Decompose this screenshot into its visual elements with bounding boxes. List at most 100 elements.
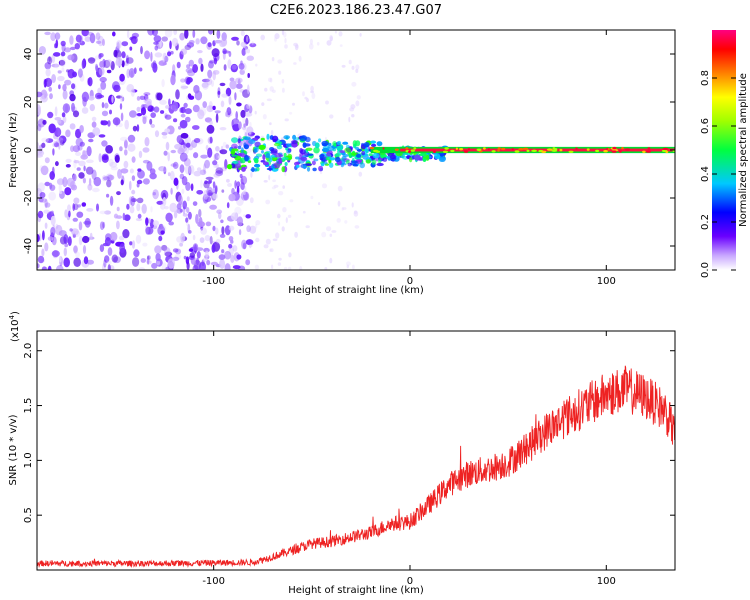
spectrogram-noise-cell — [223, 64, 227, 71]
spectrogram-noise-cell — [144, 50, 151, 60]
spectrogram-signal-cell — [352, 163, 358, 167]
spectrogram-x-tick-label: 100 — [597, 276, 616, 287]
spectrogram-noise-cell — [78, 172, 85, 179]
spectrogram-noise-cell — [37, 123, 42, 132]
spectrogram-signal-cell — [382, 157, 388, 162]
spectrogram-noise-cell — [197, 109, 205, 120]
snr-y-tick-label: 2.0 — [23, 343, 34, 359]
spectrogram-noise-cell — [128, 196, 133, 206]
spectrogram-noise-cell — [62, 115, 67, 123]
spectrogram-noise-cell — [181, 188, 185, 194]
spectrogram-carrier-cell — [575, 147, 578, 150]
spectrogram-signal-cell — [336, 140, 342, 146]
spectrogram-noise-cell — [183, 255, 187, 260]
spectrogram-noise-cell — [95, 32, 101, 40]
spectrogram-faint-cell — [355, 64, 360, 70]
spectrogram-noise-cell — [60, 40, 66, 47]
spectrogram-noise-cell — [228, 96, 232, 105]
spectrogram-noise-cell — [170, 163, 177, 167]
spectrogram-noise-cell — [83, 220, 92, 225]
spectrogram-signal-cell — [295, 156, 300, 160]
spectrogram-faint-cell — [337, 185, 343, 192]
spectrogram-noise-cell — [62, 176, 68, 188]
spectrogram-noise-cell — [159, 99, 167, 105]
spectrogram-y-tick-label: 0 — [23, 147, 34, 153]
spectrogram-noise-cell — [38, 46, 47, 55]
spectrogram-noise-cell — [211, 243, 216, 253]
snr-y-tick-label: 1.5 — [23, 398, 34, 414]
spectrogram-noise-cell — [234, 206, 242, 215]
spectrogram-noise-cell — [196, 251, 201, 259]
spectrogram-noise-cell — [37, 263, 40, 269]
spectrogram-noise-cell — [124, 119, 129, 130]
spectrogram-noise-cell — [107, 120, 111, 127]
spectrogram-noise-cell — [185, 256, 190, 265]
spectrogram-noise-cell — [173, 30, 178, 35]
spectrogram-noise-cell — [170, 74, 176, 86]
spectrogram-noise-cell — [180, 84, 187, 90]
spectrogram-noise-cell — [37, 107, 41, 116]
spectrogram-noise-cell — [77, 68, 83, 78]
spectrogram-noise-cell — [86, 259, 95, 265]
spectrogram-noise-cell — [220, 100, 225, 108]
spectrogram-noise-cell — [96, 40, 102, 44]
spectrogram-noise-cell — [227, 59, 232, 69]
spectrogram-noise-cell — [209, 120, 213, 125]
spectrogram-noise-cell — [179, 107, 184, 113]
spectrogram-noise-cell — [212, 225, 216, 232]
spectrogram-noise-cell — [207, 192, 213, 196]
spectrogram-noise-cell — [190, 183, 194, 191]
spectrogram-x-tick-label: 0 — [407, 276, 413, 287]
spectrogram-noise-cell — [188, 95, 195, 100]
spectrogram-carrier-cell — [487, 147, 490, 151]
spectrogram-noise-cell — [124, 139, 128, 149]
spectrogram-signal-cell — [351, 160, 358, 164]
spectrogram-noise-cell — [41, 142, 46, 148]
spectrogram-noise-cell — [195, 257, 200, 266]
spectrogram-noise-cell — [188, 230, 192, 234]
spectrogram-noise-cell — [231, 64, 237, 70]
spectrogram-noise-cell — [207, 69, 213, 79]
spectrogram-carrier-cell — [531, 149, 537, 152]
colorbar-tick-label: 0.0 — [700, 262, 711, 278]
spectrogram-noise-cell — [226, 202, 230, 209]
spectrogram-noise-cell — [169, 170, 175, 181]
spectrogram-noise-cell — [129, 110, 137, 118]
spectrogram-noise-cell — [246, 55, 254, 61]
spectrogram-noise-cell — [162, 52, 166, 63]
spectrogram-signal-cell — [261, 150, 264, 154]
spectrogram-faint-cell — [262, 114, 267, 120]
spectrogram-faint-cell — [255, 223, 258, 229]
spectrogram-signal-cell — [320, 162, 325, 167]
spectrogram-noise-cell — [212, 70, 216, 81]
spectrogram-noise-cell — [176, 236, 183, 243]
spectrogram-noise-cell — [101, 110, 109, 117]
spectrogram-faint-cell — [249, 197, 254, 204]
spectrogram-noise-cell — [142, 116, 147, 125]
spectrogram-noise-cell — [42, 230, 45, 241]
spectrogram-noise-cell — [54, 106, 58, 117]
spectrogram-noise-cell — [215, 146, 220, 152]
spectrogram-noise-cell — [102, 175, 107, 182]
spectrogram-noise-cell — [79, 125, 84, 133]
spectrogram-faint-cell — [320, 171, 323, 175]
spectrogram-signal-cell — [281, 156, 289, 161]
spectrogram-noise-cell — [204, 180, 208, 185]
spectrogram-noise-cell — [37, 91, 43, 98]
spectrogram-faint-cell — [346, 261, 351, 266]
spectrogram-noise-cell — [200, 63, 204, 72]
spectrogram-noise-cell — [182, 200, 187, 210]
spectrogram-noise-cell — [126, 84, 135, 93]
spectrogram-signal-cell — [389, 154, 397, 160]
spectrogram-noise-cell — [161, 244, 168, 251]
spectrogram-noise-cell — [69, 93, 76, 102]
spectrogram-noise-cell — [235, 111, 238, 120]
spectrogram-noise-cell — [214, 110, 221, 114]
spectrogram-noise-cell — [173, 210, 178, 219]
spectrogram-faint-cell — [251, 41, 254, 45]
spectrogram-faint-cell — [244, 185, 247, 192]
spectrogram-faint-cell — [344, 220, 348, 224]
spectrogram-noise-cell — [165, 105, 170, 109]
spectrogram-noise-cell — [37, 146, 41, 156]
spectrogram-noise-cell — [188, 59, 194, 67]
